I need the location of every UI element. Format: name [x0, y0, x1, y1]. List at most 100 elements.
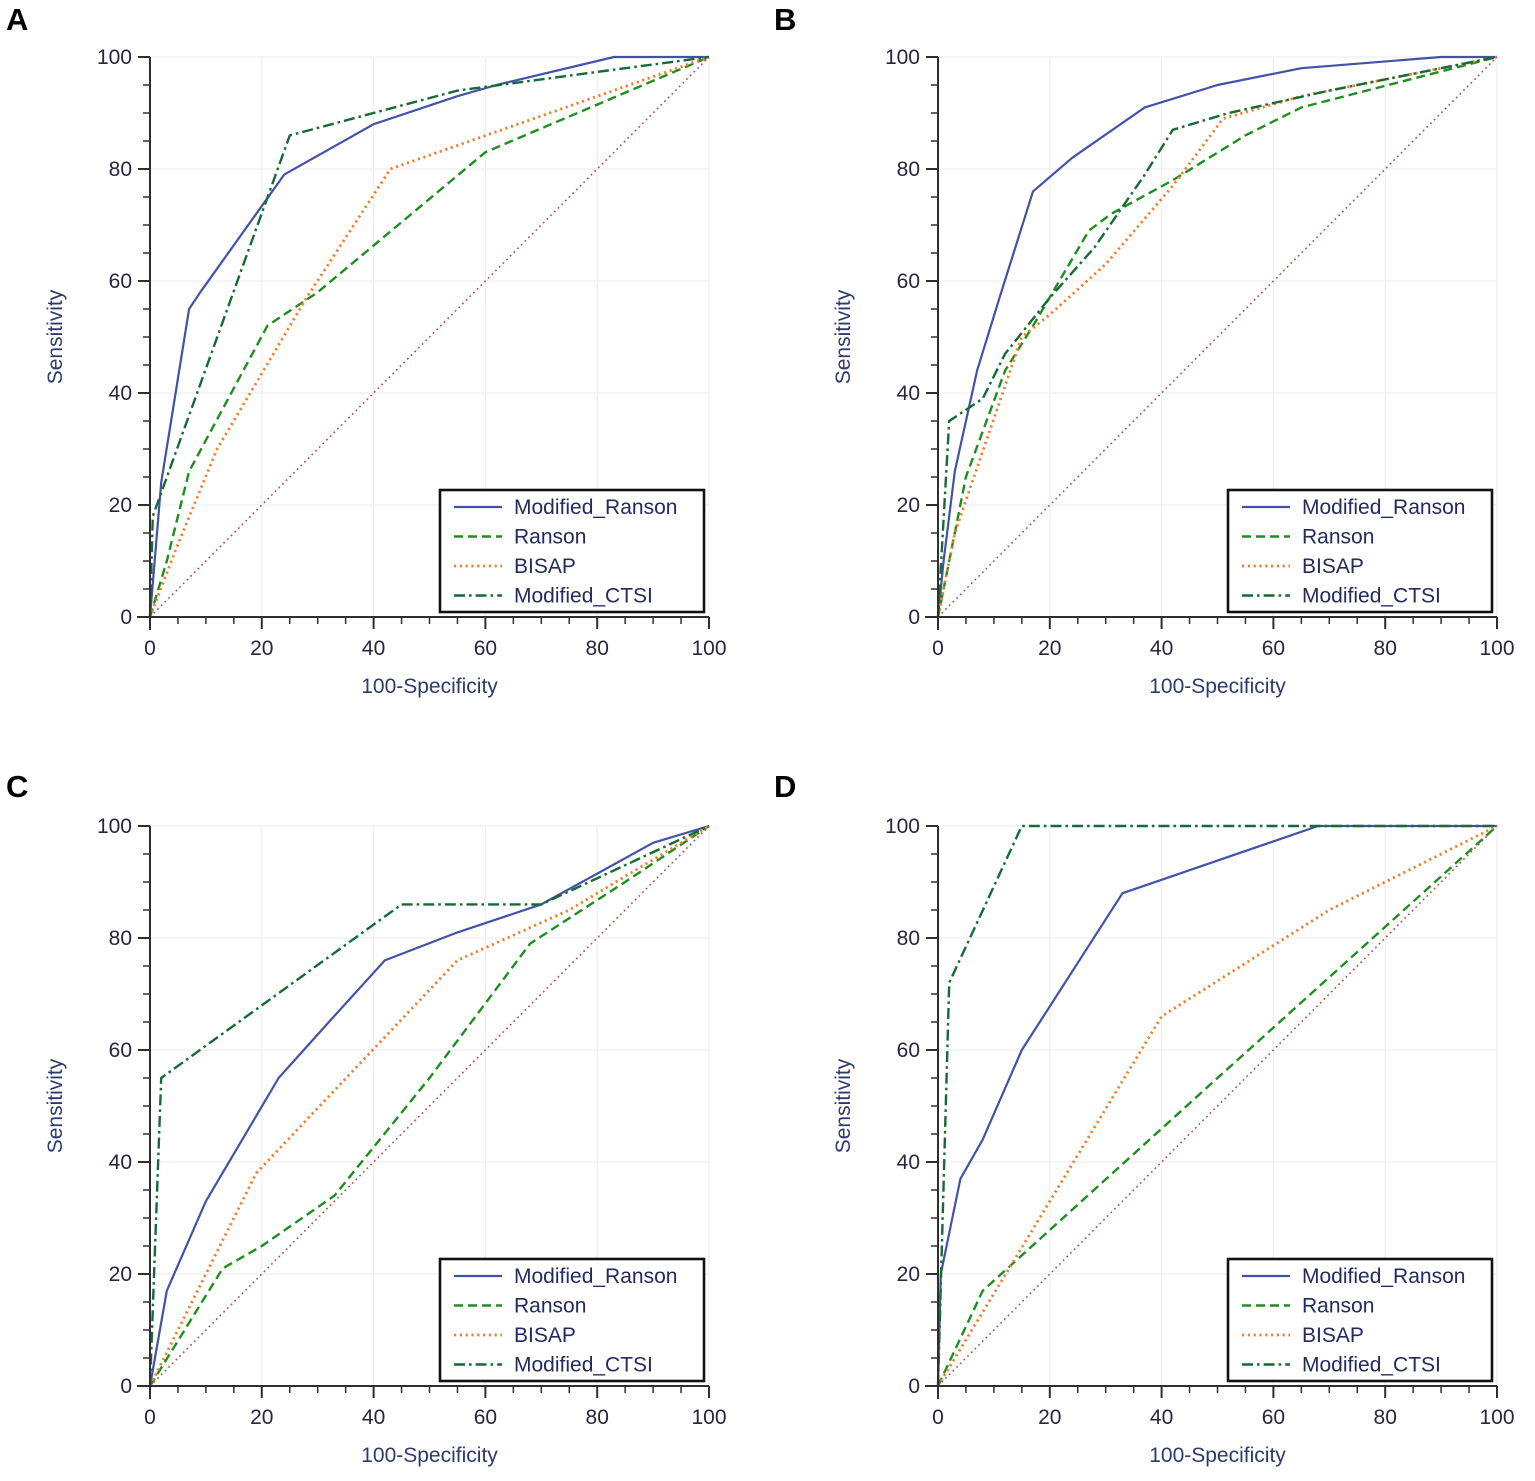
x-tick-label: 0	[932, 637, 944, 660]
y-tick-label: 60	[109, 270, 132, 293]
legend-label: Modified_Ranson	[514, 496, 677, 519]
x-tick-label: 20	[1038, 637, 1061, 660]
x-axis-title: 100-Specificity	[1149, 1444, 1286, 1467]
y-tick-label: 20	[897, 1263, 920, 1286]
x-tick-label: 80	[1374, 1406, 1397, 1429]
roc-curve-modified_ranson	[936, 824, 1497, 1387]
roc-curve-modified_ranson	[148, 55, 709, 618]
x-tick-label: 20	[250, 1406, 273, 1429]
x-tick-label: 60	[1262, 637, 1285, 660]
y-tick-label: 20	[897, 494, 920, 517]
y-axis-title: Sensitivity	[44, 289, 67, 384]
legend-label: BISAP	[1302, 555, 1364, 578]
legend: Modified_Ranson Ranson BISAP Modified_CTSI	[438, 1257, 706, 1383]
panel-label-c: C	[6, 769, 30, 804]
roc-curve-ranson	[148, 55, 710, 618]
y-tick-label: 0	[120, 606, 132, 629]
y-axis-title: Sensitivity	[832, 289, 855, 384]
roc-curves	[148, 824, 710, 1387]
tick-marks: 0 20 40 60 80 100 0 20 40 60 80 100	[885, 46, 1515, 660]
roc-curve-ranson	[936, 825, 1498, 1387]
y-tick-label: 60	[897, 270, 920, 293]
roc-curve-ranson	[148, 825, 710, 1387]
legend-label: Modified_CTSI	[1302, 1354, 1441, 1377]
roc-curve-bisap	[148, 55, 710, 618]
legend-box	[1226, 1257, 1494, 1383]
y-tick-label: 0	[908, 606, 920, 629]
legend-label: Ranson	[1302, 1295, 1374, 1318]
x-tick-label: 80	[586, 1406, 609, 1429]
y-axis-title: Sensitivity	[832, 1058, 855, 1153]
panel-label-d: D	[774, 769, 798, 804]
y-tick-label: 80	[897, 158, 920, 181]
x-tick-label: 60	[474, 637, 497, 660]
y-tick-label: 100	[97, 46, 132, 69]
x-tick-label: 0	[932, 1406, 944, 1429]
legend-box	[438, 1257, 706, 1383]
axes	[925, 826, 1497, 1399]
roc-curve-bisap	[148, 824, 710, 1387]
y-tick-label: 40	[109, 1151, 132, 1174]
roc-curve-modified_ctsi	[148, 55, 710, 618]
x-tick-label: 40	[362, 637, 385, 660]
roc-chart-a: 0 20 40 60 80 100 0 20 40 60 80 100 100-Specificity S…	[44, 46, 727, 698]
roc-curve-reference	[937, 56, 1498, 618]
roc-curve-ranson	[936, 55, 1498, 618]
x-tick-label: 60	[474, 1406, 497, 1429]
axes	[137, 826, 709, 1399]
x-axis-title: 100-Specificity	[1149, 675, 1286, 698]
legend-label: Modified_CTSI	[514, 1354, 653, 1377]
y-tick-label: 60	[109, 1039, 132, 1062]
legend-label: Modified_Ranson	[1302, 1265, 1465, 1288]
x-tick-label: 0	[144, 1406, 156, 1429]
x-tick-label: 40	[362, 1406, 385, 1429]
legend-label: Modified_Ranson	[1302, 496, 1465, 519]
legend-label: BISAP	[1302, 1324, 1364, 1347]
y-tick-label: 20	[109, 494, 132, 517]
legend: Modified_Ranson Ranson BISAP Modified_CTSI	[438, 488, 706, 614]
legend: Modified_Ranson Ranson BISAP Modified_CTSI	[1226, 1257, 1494, 1383]
tick-marks: 0 20 40 60 80 100 0 20 40 60 80 100	[885, 815, 1515, 1429]
y-axis-title: Sensitivity	[44, 1058, 67, 1153]
roc-panel-b: B 0 20 40 60 80 100 0 20 40 60 80 100 100-Specificit…	[768, 0, 1535, 740]
legend-box	[1226, 488, 1494, 614]
panel-label-b: B	[774, 2, 798, 37]
roc-curves	[148, 55, 710, 618]
x-axis-title: 100-Specificity	[361, 675, 498, 698]
x-tick-label: 20	[1038, 1406, 1061, 1429]
tick-marks: 0 20 40 60 80 100 0 20 40 60 80 100	[97, 815, 727, 1429]
x-tick-label: 80	[1374, 637, 1397, 660]
y-tick-label: 40	[109, 382, 132, 405]
y-tick-label: 60	[897, 1039, 920, 1062]
legend-label: BISAP	[514, 555, 576, 578]
x-tick-label: 100	[1479, 637, 1514, 660]
legend-label: Ranson	[1302, 526, 1374, 549]
y-tick-label: 80	[109, 927, 132, 950]
x-tick-label: 40	[1150, 637, 1173, 660]
roc-curves	[936, 55, 1498, 618]
x-tick-label: 80	[586, 637, 609, 660]
legend-label: Modified_CTSI	[1302, 585, 1441, 608]
roc-curves	[936, 824, 1498, 1387]
x-tick-label: 20	[250, 637, 273, 660]
x-tick-label: 0	[144, 637, 156, 660]
tick-marks: 0 20 40 60 80 100 0 20 40 60 80 100	[97, 46, 727, 660]
legend-box	[438, 488, 706, 614]
roc-curve-modified_ranson	[148, 824, 710, 1387]
y-tick-label: 80	[897, 927, 920, 950]
legend-label: BISAP	[514, 1324, 576, 1347]
roc-panel-d: D 0 20 40 60 80 100 0 20 40 60 80 100 100-Specificit…	[768, 741, 1535, 1481]
y-tick-label: 100	[885, 815, 920, 838]
y-tick-label: 0	[120, 1375, 132, 1398]
roc-chart-b: 0 20 40 60 80 100 0 20 40 60 80 100 100-Specificity S…	[832, 46, 1515, 698]
y-tick-label: 100	[885, 46, 920, 69]
roc-curve-modified_ranson	[936, 55, 1497, 618]
axes	[137, 57, 709, 630]
x-tick-label: 60	[1262, 1406, 1285, 1429]
roc-curve-reference	[937, 825, 1498, 1387]
roc-curve-modified_ctsi	[936, 824, 1497, 1387]
legend: Modified_Ranson Ranson BISAP Modified_CTSI	[1226, 488, 1494, 614]
x-tick-label: 100	[1479, 1406, 1514, 1429]
y-tick-label: 40	[897, 1151, 920, 1174]
